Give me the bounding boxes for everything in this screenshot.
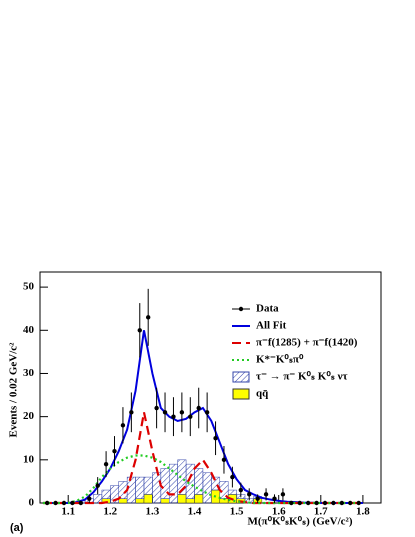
data-point [188, 414, 193, 419]
y-tick-label: 20 [23, 410, 35, 422]
histogram-bar [177, 494, 187, 504]
x-tick-label: 1.2 [103, 506, 117, 518]
y-tick-label: 10 [23, 453, 35, 465]
legend-label: Data [256, 303, 279, 315]
data-point [314, 500, 319, 506]
data-point [356, 500, 361, 506]
y-axis-label: Events / 0.02 GeV/c² [8, 342, 20, 438]
y-tick-label: 50 [23, 281, 35, 293]
x-tick-label: 1.8 [356, 506, 370, 518]
plot-frame [39, 271, 382, 504]
x-tick-label: 1.6 [272, 506, 286, 518]
histogram-bar [168, 463, 178, 504]
data-point [339, 500, 345, 506]
x-tick-label: 1.5 [230, 506, 244, 518]
legend-label: τ⁻ → π⁻ K⁰ₛ K⁰ₛ ντ [256, 371, 348, 383]
data-point [255, 496, 260, 501]
data-point [221, 457, 227, 463]
data-point [204, 410, 210, 415]
data-point [61, 500, 67, 506]
y-tick-label: 30 [23, 367, 35, 379]
data-point [196, 405, 201, 411]
data-point [145, 315, 151, 320]
legend-label: K*⁻K⁰ₛπ⁰ [256, 354, 304, 366]
data-point [230, 474, 235, 480]
data-point [87, 496, 92, 501]
data-point [78, 500, 84, 506]
histogram-bar [135, 476, 145, 499]
data-point [120, 423, 126, 428]
histogram-bar [101, 489, 111, 499]
x-tick-label: 1.7 [314, 506, 328, 518]
data-point [53, 500, 58, 506]
legend-label: π⁻f(1285) + π⁻f(1420) [256, 337, 358, 349]
x-tick-label: 1.4 [188, 506, 202, 518]
y-tick-label: 0 [29, 497, 35, 509]
data-point [280, 492, 286, 497]
data-point [263, 492, 269, 497]
histogram-bar [194, 494, 204, 504]
histogram-bar [185, 498, 195, 504]
histogram-bar [135, 498, 145, 504]
y-tick-label: 40 [23, 324, 35, 336]
histogram-bar [227, 489, 237, 495]
histogram-bar [143, 494, 153, 504]
histogram-bar [126, 476, 136, 504]
data-point [238, 487, 244, 493]
data-point [213, 436, 218, 441]
data-point [179, 410, 185, 415]
histogram-bar [152, 472, 162, 504]
legend-label: All Fit [256, 320, 287, 332]
histogram-bar [202, 472, 212, 504]
histogram-bar [118, 498, 128, 504]
data-point [137, 328, 142, 333]
panel-label: (a) [10, 522, 24, 534]
data-point [331, 500, 336, 506]
data-point [289, 500, 294, 506]
data-point [112, 448, 117, 454]
data-point [247, 492, 252, 497]
data-point [171, 414, 176, 419]
data-point [348, 500, 353, 506]
data-point [297, 500, 302, 506]
data-point [162, 410, 168, 415]
data-point [272, 496, 277, 501]
legend-symbol [232, 371, 250, 383]
data-point [129, 410, 134, 415]
data-point [103, 461, 109, 467]
histogram-bar [143, 476, 153, 495]
x-tick-label: 1.3 [146, 506, 160, 518]
data-point [70, 500, 75, 506]
data-point [154, 405, 159, 411]
data-point [305, 500, 311, 506]
legend-symbol [238, 306, 244, 312]
data-point [95, 483, 100, 488]
histogram-bar [160, 498, 170, 504]
data-point [44, 500, 50, 506]
x-axis-label: M(π⁰K⁰ₛK⁰ₛ) (GeV/c²) [248, 516, 353, 528]
x-tick-label: 1.1 [61, 506, 75, 518]
data-point [322, 500, 328, 506]
legend-label: qq̄ [256, 388, 269, 400]
histogram-bar [93, 494, 103, 504]
legend-symbol [232, 388, 250, 400]
